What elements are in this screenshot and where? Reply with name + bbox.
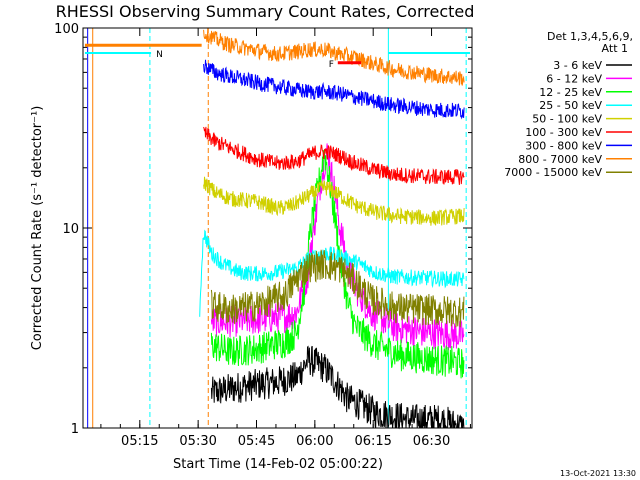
legend-label-0: 3 - 6 keV: [553, 59, 602, 72]
x-tick-label-0: 05:15: [121, 434, 158, 449]
y-tick-label-0: 1: [71, 422, 79, 437]
legend-label-1: 6 - 12 keV: [546, 72, 602, 85]
axes: 05:15 05:30 05:45 06:00 06:15 06:30 1 10 100: [54, 22, 472, 449]
flag-label-3: F: [329, 60, 334, 70]
legend-label-2: 12 - 25 keV: [539, 86, 602, 99]
x-tick-label-1: 05:30: [179, 434, 216, 449]
legend-label-5: 100 - 300 keV: [525, 126, 602, 139]
series-line-8: [210, 249, 465, 328]
series-line-0: [210, 345, 465, 430]
legend-label-8: 7000 - 15000 keV: [504, 166, 602, 179]
legend-label-4: 50 - 100 keV: [532, 113, 602, 126]
series-line-1: [210, 143, 465, 351]
x-tick-label-2: 05:45: [238, 434, 275, 449]
legend-header-line-1: Det 1,3,4,5,6,9,: [547, 30, 633, 43]
legend-header-line-2: Att 1: [602, 42, 628, 55]
x-tick-label-5: 06:30: [413, 434, 450, 449]
series-line-5: [203, 126, 465, 185]
legend-label-3: 25 - 50 keV: [539, 99, 602, 112]
x-tick-label-4: 06:15: [354, 434, 391, 449]
y-tick-label-2: 100: [54, 22, 79, 37]
series-line-7: [203, 27, 465, 86]
flag-label-1: N: [156, 50, 163, 60]
series-line-2: [210, 149, 465, 379]
x-tick-label-3: 06:00: [296, 434, 333, 449]
x-axis-label: Start Time (14-Feb-02 05:00:22): [173, 457, 383, 472]
y-tick-label-1: 10: [62, 222, 79, 237]
series-line-6: [203, 59, 465, 120]
legend-label-7: 800 - 7000 keV: [518, 153, 602, 166]
plot-area: NF: [84, 27, 471, 430]
footer-timestamp: 13-Oct-2021 13:30: [560, 469, 636, 478]
y-axis-label: Corrected Count Rate (s⁻¹ detector⁻¹): [30, 106, 45, 351]
legend-label-6: 300 - 800 keV: [525, 139, 602, 152]
series-line-4: [203, 176, 465, 226]
chart-title: RHESSI Observing Summary Count Rates, Co…: [56, 2, 475, 21]
